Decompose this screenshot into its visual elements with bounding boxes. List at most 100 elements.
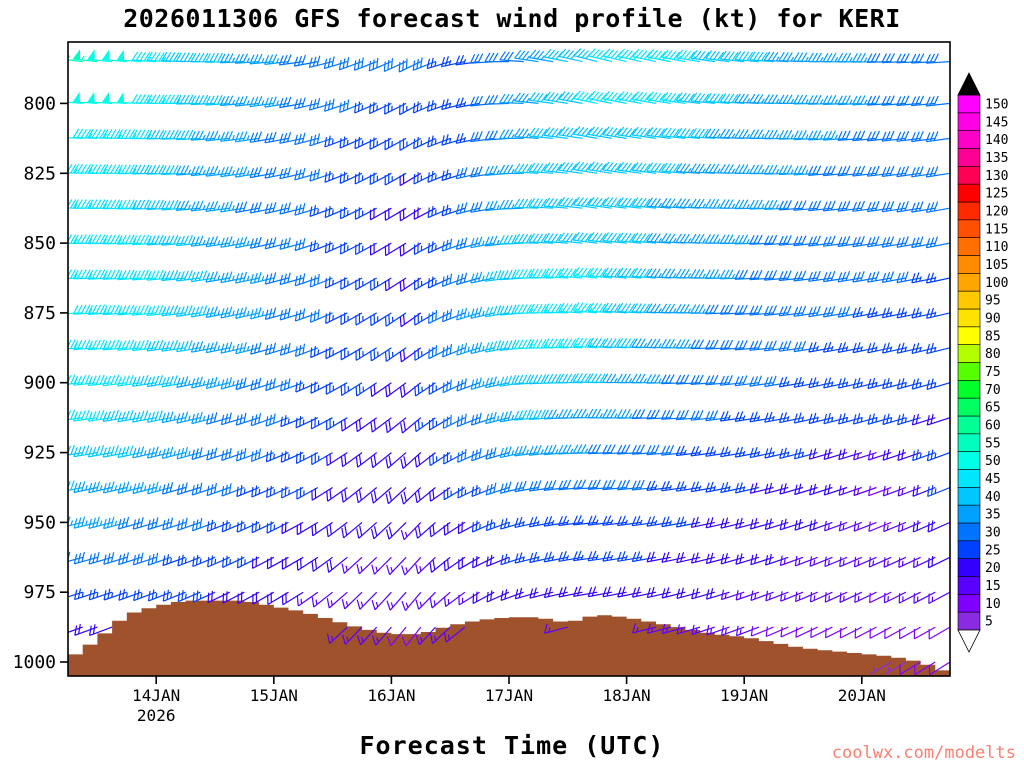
wind-barb bbox=[852, 200, 877, 212]
wind-barb bbox=[458, 556, 480, 570]
wind-barb bbox=[558, 232, 583, 244]
wind-barb bbox=[793, 130, 818, 141]
wind-barb bbox=[413, 172, 436, 185]
wind-barb bbox=[749, 199, 774, 210]
colorbar-tick-label: 75 bbox=[985, 365, 1001, 380]
wind-barb bbox=[455, 202, 480, 215]
wind-barb bbox=[513, 198, 539, 209]
wind-barb bbox=[220, 130, 245, 142]
wind-barb bbox=[161, 269, 186, 282]
wind-barb bbox=[384, 172, 407, 186]
wind-barb bbox=[794, 555, 818, 567]
wind-barb bbox=[309, 240, 333, 253]
wind-barb bbox=[543, 232, 568, 244]
wind-barb bbox=[528, 516, 554, 528]
wind-barb bbox=[616, 479, 642, 491]
wind-barb bbox=[310, 416, 333, 430]
colorbar-segment bbox=[957, 540, 981, 559]
wind-barb bbox=[499, 234, 524, 245]
wind-barb bbox=[734, 234, 759, 245]
wind-barb bbox=[146, 94, 171, 104]
wind-barb bbox=[354, 172, 377, 185]
wind-barb bbox=[354, 101, 377, 114]
wind-barb bbox=[457, 449, 480, 463]
wind-barb bbox=[866, 53, 892, 63]
wind-barb bbox=[161, 375, 186, 388]
wind-barb bbox=[837, 270, 862, 283]
colorbar-bottom-arrow bbox=[957, 629, 981, 653]
wind-barb bbox=[293, 97, 319, 110]
wind-barb bbox=[326, 487, 348, 502]
wind-barb bbox=[206, 447, 230, 461]
wind-barb bbox=[400, 521, 422, 541]
wind-barb bbox=[68, 137, 83, 139]
wind-barb bbox=[602, 550, 627, 562]
wind-barb bbox=[325, 346, 348, 360]
wind-barb bbox=[146, 339, 171, 352]
wind-barb bbox=[839, 626, 863, 639]
wind-barb bbox=[899, 661, 921, 675]
wind-barb bbox=[102, 339, 127, 351]
wind-barb bbox=[87, 409, 113, 422]
wind-barb bbox=[266, 485, 289, 499]
wind-barb bbox=[414, 417, 436, 433]
wind-barb bbox=[324, 276, 348, 289]
wind-barb bbox=[690, 445, 715, 457]
wind-barb bbox=[68, 60, 69, 62]
wind-barb bbox=[616, 409, 642, 419]
wind-barb bbox=[543, 162, 568, 174]
wind-barb bbox=[175, 305, 201, 317]
x-tick-label: 18JAN bbox=[603, 686, 651, 705]
wind-barb bbox=[339, 206, 363, 220]
wind-barb bbox=[116, 199, 142, 210]
wind-barb bbox=[311, 452, 333, 466]
wind-barb bbox=[443, 521, 466, 536]
wind-barb bbox=[661, 480, 686, 492]
wind-barb bbox=[413, 136, 436, 150]
wind-barb bbox=[881, 95, 906, 106]
wind-barb bbox=[443, 486, 466, 501]
wind-barb bbox=[881, 200, 906, 213]
wind-barb bbox=[793, 94, 818, 105]
wind-barb bbox=[675, 233, 701, 244]
colorbar-segment bbox=[957, 130, 981, 149]
wind-barb bbox=[704, 128, 730, 139]
wind-barb bbox=[690, 374, 715, 385]
wind-barb bbox=[704, 198, 730, 209]
wind-barb bbox=[928, 661, 950, 676]
wind-barb bbox=[399, 242, 422, 257]
wind-barb bbox=[457, 486, 480, 499]
wind-barb bbox=[690, 92, 715, 104]
wind-barb bbox=[279, 96, 304, 109]
wind-barb bbox=[370, 242, 392, 256]
wind-barb bbox=[704, 269, 730, 279]
wind-barb bbox=[399, 102, 422, 116]
wind-barb bbox=[370, 277, 392, 291]
wind-barb bbox=[355, 312, 378, 326]
wind-barb bbox=[690, 128, 715, 139]
wind-barb bbox=[867, 307, 892, 319]
wind-barb bbox=[455, 167, 480, 180]
wind-barb bbox=[190, 200, 216, 212]
wind-barb bbox=[587, 479, 612, 490]
wind-barb bbox=[177, 590, 201, 603]
wind-barb bbox=[690, 233, 715, 244]
wind-barb bbox=[309, 274, 333, 288]
wind-barb bbox=[587, 373, 612, 384]
wind-barb bbox=[927, 520, 950, 533]
wind-barb bbox=[412, 57, 436, 71]
wind-barb bbox=[513, 269, 539, 279]
colorbar-tick-label: 60 bbox=[985, 418, 1001, 433]
wind-barb bbox=[264, 307, 289, 320]
wind-barb bbox=[572, 337, 598, 349]
wind-barb bbox=[470, 377, 495, 390]
wind-barb bbox=[384, 137, 407, 151]
wind-barb bbox=[691, 624, 715, 636]
wind-barb bbox=[324, 98, 348, 112]
y-tick-label: 800 bbox=[23, 93, 56, 114]
wind-barb bbox=[911, 307, 936, 319]
wind-barb bbox=[896, 201, 921, 213]
wind-barb bbox=[236, 520, 260, 533]
wind-barb bbox=[385, 452, 407, 469]
